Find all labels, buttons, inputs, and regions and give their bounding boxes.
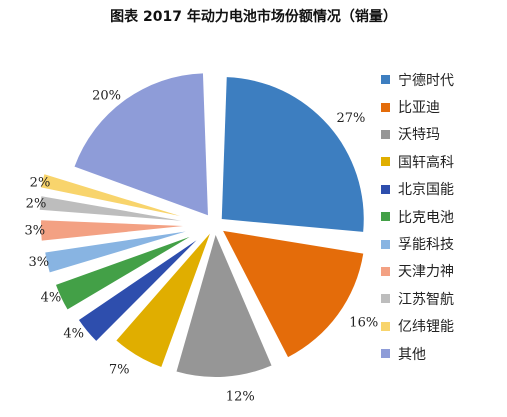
- legend-item: 比亚迪: [381, 93, 454, 120]
- legend-swatch: [381, 239, 390, 249]
- legend-label: 天津力神: [398, 264, 454, 281]
- legend-swatch: [381, 129, 390, 139]
- chart-title: 图表 2017 年动力电池市场份额情况（销量）: [110, 9, 397, 25]
- legend-item: 北京国能: [381, 176, 454, 203]
- legend-label: 沃特玛: [398, 127, 440, 144]
- pie-slice: [41, 220, 184, 241]
- legend-swatch: [381, 349, 390, 359]
- legend-swatch: [381, 212, 390, 222]
- legend-item: 孚能科技: [381, 230, 454, 257]
- slice-label: 4%: [41, 290, 62, 305]
- pie-slice: [41, 174, 181, 217]
- legend-swatch: [381, 75, 390, 85]
- pie-slice: [45, 231, 186, 273]
- legend-swatch: [381, 294, 390, 304]
- slice-label: 2%: [26, 197, 47, 212]
- slice-label: 3%: [24, 223, 45, 238]
- legend-label: 孚能科技: [398, 237, 454, 254]
- legend-label: 国轩高科: [398, 154, 454, 171]
- legend-label: 亿纬锂能: [398, 319, 454, 336]
- pie-slice: [116, 233, 210, 368]
- slice-label: 20%: [92, 89, 121, 104]
- legend-item: 宁德时代: [381, 66, 454, 93]
- slice-label: 7%: [109, 363, 130, 378]
- legend-swatch: [381, 102, 390, 112]
- legend-swatch: [381, 184, 390, 194]
- legend-label: 北京国能: [398, 182, 454, 199]
- slice-label: 12%: [226, 390, 255, 405]
- legend-item: 比克电池: [381, 203, 454, 230]
- legend-label: 比亚迪: [398, 100, 440, 117]
- pie-slice: [221, 77, 364, 232]
- legend-item: 亿纬锂能: [381, 313, 454, 340]
- legend-swatch: [381, 321, 390, 331]
- legend-swatch: [381, 266, 390, 276]
- legend-label: 江苏智航: [398, 291, 454, 308]
- pie-slice: [223, 230, 364, 358]
- pie-slice: [176, 234, 272, 377]
- legend-item: 沃特玛: [381, 121, 454, 148]
- legend-item: 其他: [381, 340, 454, 367]
- legend-item: 江苏智航: [381, 285, 454, 312]
- slice-label: 27%: [337, 111, 366, 126]
- legend-label: 比克电池: [398, 209, 454, 226]
- chart-legend: 宁德时代比亚迪沃特玛国轩高科北京国能比克电池孚能科技天津力神江苏智航亿纬锂能其他: [381, 66, 454, 367]
- pie-slice: [39, 196, 182, 221]
- slice-label: 2%: [30, 176, 51, 191]
- slice-label: 16%: [349, 316, 378, 331]
- legend-item: 国轩高科: [381, 148, 454, 175]
- slice-label: 4%: [63, 326, 84, 341]
- slice-label: 3%: [28, 255, 49, 270]
- legend-swatch: [381, 157, 390, 167]
- pie-slice: [56, 236, 190, 310]
- pie-slice: [78, 240, 197, 341]
- pie-slice: [74, 73, 208, 216]
- legend-label: 其他: [398, 346, 426, 363]
- legend-label: 宁德时代: [398, 72, 454, 89]
- legend-item: 天津力神: [381, 258, 454, 285]
